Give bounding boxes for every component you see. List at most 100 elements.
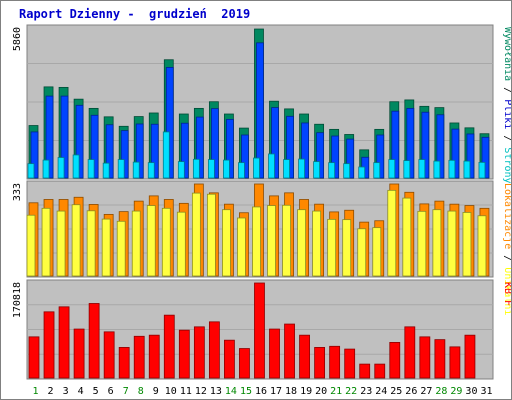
- bar-bottom-kb-f-day-26: [404, 326, 416, 379]
- panel-middle-legend: Lokalizacje / Unikalni: [502, 183, 511, 315]
- bar-top-pliki-day-9: [150, 123, 159, 179]
- x-tick-label-day-16: 16: [255, 386, 267, 397]
- bar-bottom-kb-f-day-20: [314, 347, 326, 379]
- legend-entry: Wywołania: [502, 27, 511, 81]
- bar-bottom-kb-f-day-19: [299, 334, 310, 379]
- bar-top-strony-day-12: [192, 158, 200, 179]
- bar-top-strony-day-9: [147, 162, 155, 179]
- x-tick-label-day-13: 13: [210, 386, 222, 397]
- panel-bottom-max-label: 170818: [12, 282, 23, 318]
- bar-bottom-kb-f-day-17: [269, 328, 280, 379]
- x-tick-label-day-7: 7: [123, 386, 129, 397]
- bar-top-strony-day-10: [162, 131, 170, 179]
- bar-bottom-kb-f-day-28: [434, 339, 446, 379]
- x-tick-label-day-28: 28: [435, 386, 447, 397]
- bar-middle-unikalni-day-8: [131, 210, 141, 277]
- bar-bottom-kb-f-day-30: [464, 334, 476, 379]
- x-tick-label-day-2: 2: [48, 386, 54, 397]
- bar-top-strony-day-24: [373, 162, 381, 179]
- bar-middle-unikalni-day-18: [282, 204, 291, 277]
- bar-top-strony-day-7: [117, 159, 125, 179]
- bar-top-strony-day-4: [72, 154, 80, 179]
- bar-top-strony-day-25: [388, 159, 396, 179]
- bar-top-strony-day-30: [463, 160, 471, 179]
- bar-top-strony-day-31: [478, 161, 486, 179]
- bar-top-pliki-day-24: [376, 134, 385, 179]
- bar-middle-unikalni-day-19: [297, 209, 306, 277]
- bar-bottom-kb-f-day-3: [58, 306, 70, 379]
- bar-top-strony-day-11: [177, 161, 185, 179]
- bar-top-pliki-day-8: [135, 123, 144, 179]
- bar-top-pliki-day-15: [241, 134, 249, 179]
- bar-top-pliki-day-14: [226, 118, 234, 179]
- bar-bottom-kb-f-day-5: [88, 303, 100, 379]
- bar-top-strony-day-16: [253, 157, 260, 179]
- bar-middle-unikalni-day-2: [41, 207, 51, 277]
- bar-top-pliki-day-21: [331, 135, 340, 179]
- bar-middle-unikalni-day-9: [146, 205, 156, 277]
- bar-top-pliki-day-4: [75, 104, 84, 179]
- bar-bottom-kb-f-day-22: [344, 348, 356, 379]
- bar-bottom-kb-f-day-1: [28, 336, 40, 379]
- bar-bottom-kb-f-day-21: [329, 345, 341, 379]
- bar-bottom-kb-f-day-6: [103, 331, 115, 379]
- x-tick-label-day-5: 5: [93, 386, 99, 397]
- bar-middle-unikalni-day-5: [86, 210, 96, 277]
- bar-bottom-kb-f-day-16: [254, 282, 265, 379]
- bar-top-pliki-day-6: [105, 124, 114, 179]
- bar-middle-unikalni-day-21: [327, 218, 337, 277]
- bar-bottom-kb-f-day-7: [118, 347, 130, 379]
- bar-top-pliki-day-30: [466, 133, 475, 179]
- bar-bottom-kb-f-day-18: [284, 323, 295, 379]
- x-tick-label-day-14: 14: [225, 386, 237, 397]
- x-tick-label-day-6: 6: [108, 386, 114, 397]
- x-tick-label-day-22: 22: [345, 386, 357, 397]
- bar-top-strony-day-2: [42, 159, 50, 179]
- x-tick-label-day-17: 17: [270, 386, 282, 397]
- bar-middle-unikalni-day-15: [237, 217, 246, 277]
- bar-top-strony-day-23: [358, 166, 366, 179]
- bar-middle-unikalni-day-16: [252, 206, 261, 277]
- bar-middle-unikalni-day-26: [402, 197, 412, 277]
- bar-top-pliki-day-2: [45, 95, 54, 179]
- bar-top-strony-day-27: [418, 159, 426, 179]
- bar-middle-unikalni-day-22: [342, 219, 352, 277]
- bar-bottom-kb-f-day-14: [224, 339, 235, 379]
- bar-top-pliki-day-26: [406, 107, 415, 179]
- x-tick-label-day-19: 19: [300, 386, 312, 397]
- bar-top-pliki-day-20: [316, 132, 325, 179]
- bar-bottom-kb-f-day-27: [419, 336, 431, 379]
- bar-top-pliki-day-27: [421, 111, 430, 179]
- bar-top-strony-day-8: [132, 161, 140, 179]
- legend-entry: /: [502, 129, 511, 147]
- bar-bottom-kb-f-day-15: [239, 348, 250, 379]
- bar-bottom-kb-f-day-24: [374, 363, 386, 379]
- bar-top-strony-day-1: [27, 163, 35, 179]
- bar-top-strony-day-3: [57, 157, 65, 179]
- legend-entry: /: [502, 249, 511, 267]
- legend-entry: Lokalizacje: [502, 183, 511, 249]
- bar-top-pliki-day-12: [195, 116, 204, 179]
- bar-top-pliki-day-10: [165, 67, 174, 179]
- x-tick-label-day-9: 9: [153, 386, 159, 397]
- bar-top-pliki-day-25: [391, 110, 400, 179]
- x-tick-label-day-31: 31: [480, 386, 492, 397]
- bar-bottom-kb-f-day-8: [133, 335, 145, 379]
- bar-middle-unikalni-day-12: [191, 192, 201, 277]
- bar-top-strony-day-17: [268, 153, 275, 179]
- x-tick-label-day-23: 23: [360, 386, 372, 397]
- bar-middle-unikalni-day-17: [267, 205, 276, 277]
- bar-top-pliki-day-22: [346, 138, 355, 179]
- bar-top-pliki-day-28: [436, 114, 445, 179]
- bar-top-pliki-day-17: [271, 107, 279, 179]
- bar-middle-unikalni-day-25: [387, 189, 397, 277]
- legend-entry: KB F: [502, 282, 511, 306]
- bar-middle-unikalni-day-13: [206, 193, 216, 277]
- x-tick-label-day-26: 26: [405, 386, 417, 397]
- bar-top-pliki-day-5: [90, 114, 99, 179]
- bar-top-strony-day-26: [403, 160, 411, 179]
- x-tick-label-day-1: 1: [33, 386, 39, 397]
- x-tick-label-day-18: 18: [285, 386, 297, 397]
